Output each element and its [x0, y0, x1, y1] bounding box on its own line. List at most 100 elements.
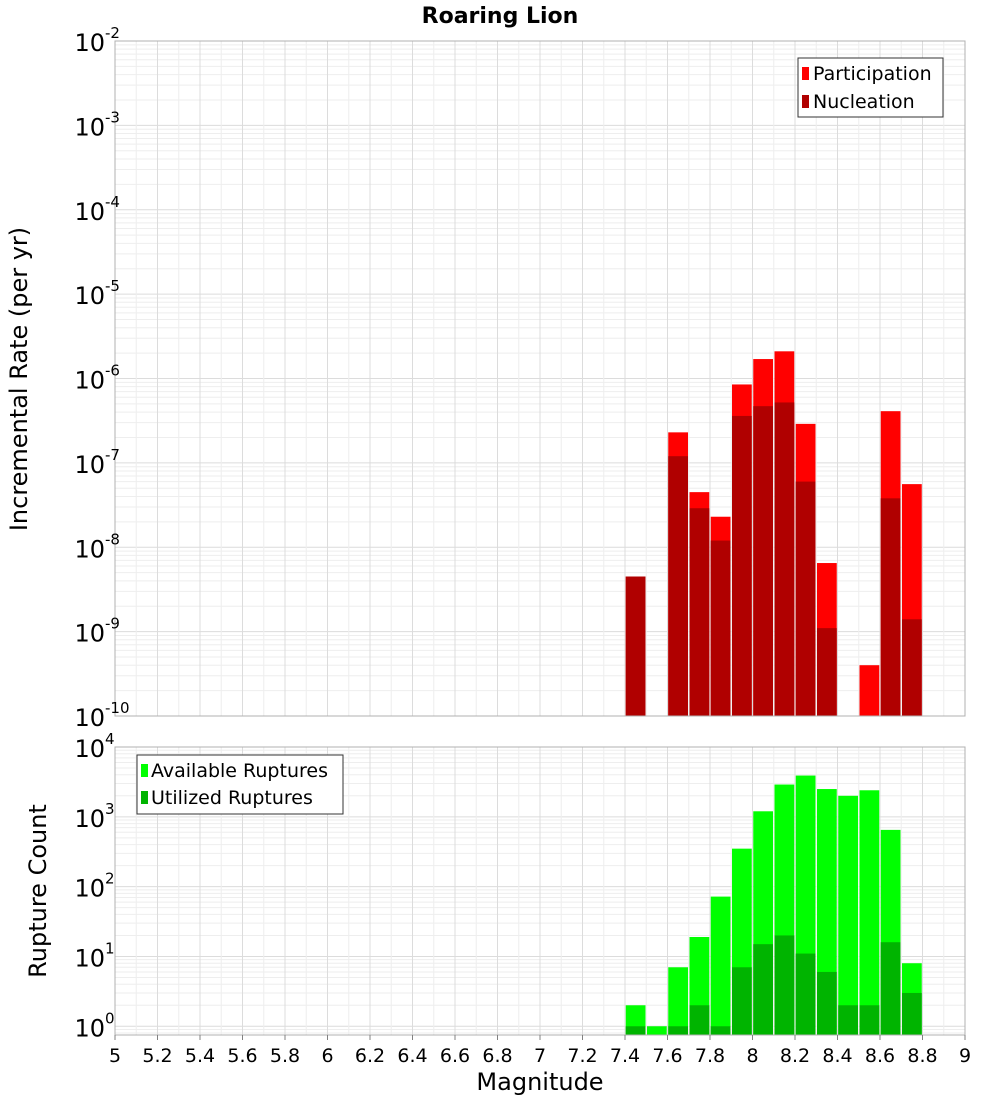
legend-swatch-nucleation	[802, 95, 809, 108]
x-tick-label-18: 8.6	[865, 1045, 895, 1067]
rate-bar-participation-11	[859, 665, 880, 716]
rate-y-tick-exp: -7	[105, 446, 120, 464]
rate-y-tick-exp: -10	[105, 699, 130, 717]
rate-y-tick-exp: -5	[105, 277, 120, 295]
x-tick-label-11: 7.2	[567, 1045, 597, 1067]
rate-y-tick-exp: -4	[105, 193, 120, 211]
rate-y-tick-base: 10	[74, 113, 105, 141]
count-y-tick-exp: 2	[105, 870, 115, 888]
rate-y-tick-base: 10	[74, 451, 105, 479]
rate-bar-nucleation-7	[774, 402, 795, 716]
count-bar-utilized-ruptures-13	[902, 992, 922, 1035]
count-bar-utilized-ruptures-9	[817, 971, 837, 1035]
count-bar-utilized-ruptures-3	[689, 1005, 710, 1035]
rate-y-tick-base: 10	[74, 282, 105, 310]
count-y-tick-0: 10 4	[74, 730, 114, 763]
x-tick-label-8: 6.6	[440, 1045, 470, 1067]
x-tick-label-0: 5	[109, 1045, 121, 1067]
x-tick-label-3: 5.6	[227, 1045, 257, 1067]
count-bars	[625, 775, 922, 1035]
rate-bar-nucleation-0	[625, 576, 646, 716]
x-axis-label: Magnitude	[476, 1068, 603, 1096]
rate-bar-nucleation-4	[710, 540, 731, 716]
rate-bar-nucleation-5	[732, 415, 752, 716]
x-tick-label-17: 8.4	[822, 1045, 852, 1067]
rate-y-tick-exp: -2	[105, 24, 120, 42]
x-tick-label-19: 8.8	[907, 1045, 937, 1067]
count-y-tick-exp: 4	[105, 730, 115, 748]
legend-label-utilized: Utilized Ruptures	[151, 787, 313, 809]
x-tick-label-15: 8	[746, 1045, 758, 1067]
x-tick-label-5: 6	[321, 1045, 333, 1067]
rate-y-tick-5: 10 -7	[74, 446, 120, 479]
rate-y-tick-3: 10 -5	[74, 277, 120, 310]
rate-y-tick-base: 10	[74, 367, 105, 395]
rate-y-tick-base: 10	[74, 704, 105, 732]
x-ticks: 5 5.2 5.4 5.6 5.8 6 6.2 6.4 6.6 6.8 7 7.2 7.4 7.6 7.8 8…	[109, 1035, 971, 1067]
rate-y-tick-0: 10 -2	[74, 24, 120, 57]
count-bar-utilized-ruptures-8	[795, 953, 816, 1035]
count-bar-utilized-ruptures-5	[732, 967, 752, 1035]
count-bar-utilized-ruptures-11	[859, 1005, 880, 1035]
rate-bar-nucleation-3	[689, 508, 710, 716]
x-tick-label-13: 7.6	[652, 1045, 682, 1067]
rate-y-ticks: 10-210-310-410-510-610-710-810-910-10	[74, 24, 129, 732]
legend-label-available: Available Ruptures	[151, 760, 328, 782]
x-tick-label-2: 5.4	[185, 1045, 215, 1067]
count-legend: Available Ruptures Utilized Ruptures	[136, 754, 344, 815]
count-y-tick-2: 10 2	[74, 870, 114, 903]
count-y-axis-label: Rupture Count	[24, 804, 52, 978]
x-tick-label-16: 8.2	[780, 1045, 810, 1067]
chart-title: Roaring Lion	[422, 4, 579, 29]
x-tick-label-1: 5.2	[142, 1045, 172, 1067]
count-bar-available-ruptures-2	[668, 967, 688, 1035]
x-tick-label-12: 7.4	[610, 1045, 640, 1067]
rate-y-tick-base: 10	[74, 198, 105, 226]
rate-legend: Participation Nucleation	[797, 57, 944, 118]
rate-bar-nucleation-8	[795, 481, 816, 716]
count-y-tick-exp: 0	[105, 1009, 115, 1027]
rate-y-tick-exp: -6	[105, 362, 120, 380]
count-bar-available-ruptures-1	[647, 1026, 667, 1035]
count-legend-box	[136, 754, 344, 815]
count-y-tick-exp: 1	[105, 939, 115, 957]
count-y-tick-exp: 3	[105, 800, 115, 818]
rate-y-tick-8: 10 -10	[74, 699, 129, 732]
rate-bar-nucleation-12	[880, 498, 901, 716]
count-y-tick-base: 10	[74, 1014, 105, 1042]
count-bar-utilized-ruptures-10	[838, 1005, 858, 1035]
count-bar-utilized-ruptures-4	[710, 1026, 731, 1035]
count-bar-utilized-ruptures-7	[774, 935, 795, 1035]
x-tick-label-10: 7	[534, 1045, 546, 1067]
rate-bars	[625, 351, 922, 716]
rate-y-tick-base: 10	[74, 29, 105, 57]
rate-plot: 10-210-310-410-510-610-710-810-910-10 In…	[5, 24, 966, 732]
rate-plot-frame	[114, 40, 966, 717]
rate-bar-nucleation-6	[753, 406, 773, 716]
count-y-tick-base: 10	[74, 944, 105, 972]
rate-bar-nucleation-2	[668, 456, 688, 716]
count-bar-utilized-ruptures-2	[668, 1026, 688, 1035]
rate-y-tick-6: 10 -8	[74, 530, 120, 563]
x-tick-label-9: 6.8	[482, 1045, 512, 1067]
count-bar-utilized-ruptures-12	[880, 942, 901, 1035]
count-bar-available-ruptures-4	[710, 896, 731, 1035]
count-bar-available-ruptures-11	[859, 790, 880, 1035]
rate-grid	[114, 40, 966, 717]
rate-y-tick-7: 10 -9	[74, 615, 120, 648]
rate-y-tick-2: 10 -4	[74, 193, 120, 226]
count-y-tick-base: 10	[74, 805, 105, 833]
legend-swatch-participation	[802, 67, 809, 80]
legend-label-participation: Participation	[813, 63, 932, 85]
legend-label-nucleation: Nucleation	[813, 91, 915, 113]
rate-y-tick-exp: -3	[105, 108, 120, 126]
count-y-tick-4: 10 0	[74, 1009, 114, 1042]
count-bar-utilized-ruptures-6	[753, 944, 773, 1035]
rate-y-tick-base: 10	[74, 535, 105, 563]
rate-y-axis-label: Incremental Rate (per yr)	[5, 227, 33, 531]
count-y-tick-base: 10	[74, 875, 105, 903]
rate-legend-box	[797, 57, 944, 118]
